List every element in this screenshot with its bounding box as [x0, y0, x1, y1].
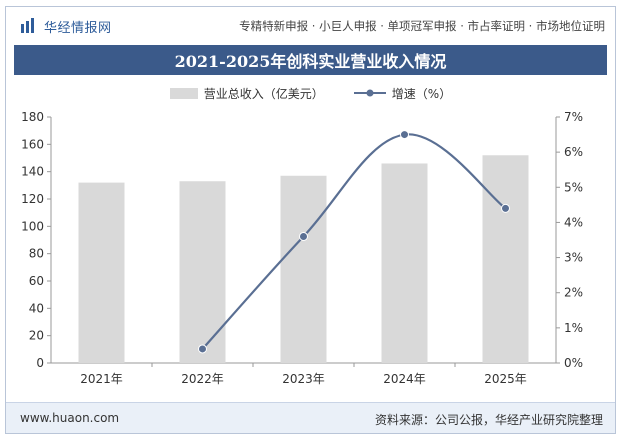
legend-revenue-label: 营业总收入（亿美元） [203, 86, 324, 101]
x-tick-label: 2024年 [383, 372, 426, 386]
revenue-bar [179, 181, 226, 363]
brand-name: 华经情报网 [44, 20, 112, 36]
y-right-tick-label: 5% [564, 180, 583, 194]
footer: www.huaon.com 资料来源：公司公报，华经产业研究院整理 [6, 402, 615, 433]
growth-point [501, 203, 510, 213]
revenue-bar [482, 155, 529, 363]
legend: 营业总收入（亿美元） 增速（%） [6, 83, 615, 103]
growth-line [201, 133, 507, 350]
legend-item-growth: 增速（%） [353, 85, 452, 102]
chart-plot: 0 20 40 60 80 100 120 140 160 180 0% 1% 2% 3% 4% 5% 6% 7%… [21, 110, 583, 386]
brand[interactable]: 华经情报网 [20, 17, 112, 36]
y-left-tick-label: 120 [21, 192, 44, 206]
y-right-tick-label: 1% [564, 321, 583, 335]
y-left-tick-label: 20 [29, 329, 44, 343]
chart-frame: 华经情报网 专精特新申报 · 小巨人申报 · 单项冠军申报 · 市占率证明 · … [5, 6, 616, 434]
revenue-bar [381, 163, 428, 363]
y-right-tick-label: 0% [564, 356, 583, 370]
growth-point [198, 344, 207, 354]
y-left-tick-label: 0 [36, 356, 44, 370]
title-bar: 2021-2025年创科实业营业收入情况 [14, 45, 607, 75]
brand-logo-icon [21, 18, 34, 33]
y-right-tick-label: 3% [564, 251, 583, 265]
x-tick-label: 2022年 [181, 372, 224, 386]
y-right-tick-label: 4% [564, 215, 583, 229]
y-left-tick-label: 100 [21, 219, 44, 233]
x-tick-label: 2025年 [484, 372, 527, 386]
legend-bar-swatch [169, 87, 198, 99]
legend-growth-label: 增速（%） [391, 86, 452, 101]
y-right-tick-label: 7% [564, 110, 583, 124]
chart-title: 2021-2025年创科实业营业收入情况 [174, 52, 447, 71]
y-left-tick-label: 40 [29, 301, 44, 315]
footer-source: 资料来源：公司公报，华经产业研究院整理 [374, 413, 603, 427]
y-right-tick-label: 6% [564, 145, 583, 159]
growth-point [400, 130, 409, 140]
legend-line-swatch [353, 89, 386, 97]
y-right-tick-label: 2% [564, 286, 583, 300]
x-tick-label: 2021年 [80, 372, 123, 386]
footer-website[interactable]: www.huaon.com [20, 411, 120, 425]
growth-point [299, 231, 308, 241]
x-tick-label: 2023年 [282, 372, 325, 386]
y-left-tick-label: 180 [21, 110, 44, 124]
top-bar: 华经情报网 专精特新申报 · 小巨人申报 · 单项冠军申报 · 市占率证明 · … [6, 7, 615, 45]
y-left-tick-label: 160 [21, 137, 44, 151]
revenue-bar [78, 182, 125, 363]
revenue-bar [280, 175, 327, 363]
legend-item-revenue: 营业总收入（亿美元） [169, 85, 324, 102]
y-left-tick-label: 140 [21, 165, 44, 179]
y-left-tick-label: 80 [29, 247, 44, 261]
y-left-tick-label: 60 [29, 274, 44, 288]
services-links[interactable]: 专精特新申报 · 小巨人申报 · 单项冠军申报 · 市占率证明 · 市场地位证明 [239, 19, 605, 33]
